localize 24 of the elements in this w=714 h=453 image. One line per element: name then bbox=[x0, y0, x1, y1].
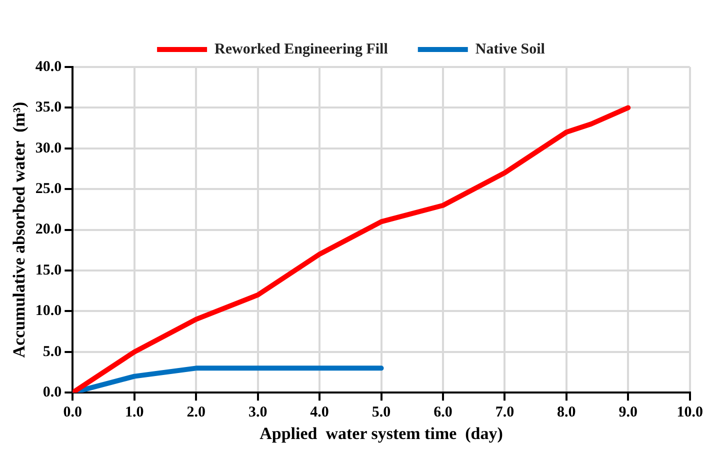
y-tick-label: 40.0 bbox=[35, 58, 62, 75]
x-tick-label: 7.0 bbox=[495, 404, 514, 420]
x-tick-label: 4.0 bbox=[310, 404, 329, 420]
y-tick-label: 15.0 bbox=[35, 262, 62, 278]
x-tick-label: 5.0 bbox=[372, 404, 391, 420]
x-tick-label: 10.0 bbox=[676, 404, 703, 420]
y-tick-label: 30.0 bbox=[35, 140, 62, 156]
y-tick-label: 35.0 bbox=[35, 100, 62, 116]
legend-label: Reworked Engineering Fill bbox=[214, 41, 388, 58]
y-tick-label: 0.0 bbox=[42, 384, 62, 400]
x-tick-label: 8.0 bbox=[557, 404, 576, 420]
x-tick-label: 9.0 bbox=[618, 404, 638, 420]
x-tick-label: 6.0 bbox=[434, 404, 452, 420]
x-tick-label: 3.0 bbox=[248, 404, 268, 420]
legend-label: Native Soil bbox=[475, 41, 545, 58]
x-tick-label: 1.0 bbox=[124, 404, 144, 420]
x-axis-title: Applied water system time (day) bbox=[260, 424, 503, 444]
y-tick-label: 25.0 bbox=[35, 180, 62, 197]
y-tick-label: 20.0 bbox=[35, 222, 62, 238]
x-tick-label: 0.0 bbox=[63, 404, 82, 420]
y-tick-label: 10.0 bbox=[35, 303, 62, 320]
x-tick-label: 2.0 bbox=[186, 404, 206, 420]
y-tick-label: 5.0 bbox=[42, 344, 62, 360]
y-axis-title: Accumulative absorbed water (m³) bbox=[10, 102, 29, 358]
